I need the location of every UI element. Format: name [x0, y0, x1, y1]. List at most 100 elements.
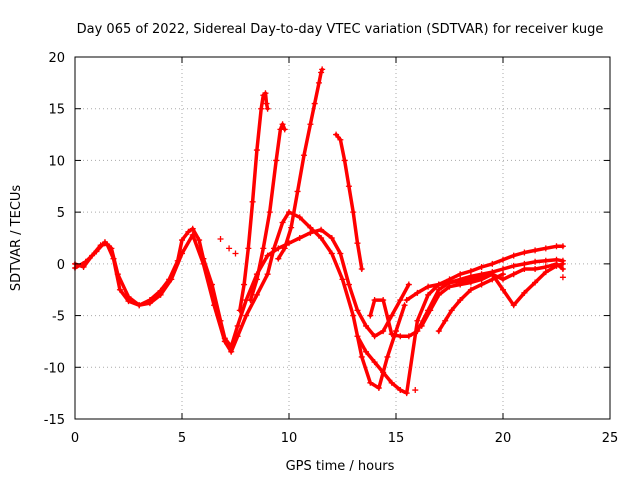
data-point [371, 333, 378, 340]
x-axis-label: GPS time / hours [286, 459, 395, 474]
data-point [200, 260, 207, 267]
data-point [245, 245, 252, 252]
y-tick-label: 0 [57, 258, 65, 273]
data-point [397, 387, 404, 394]
data-point [380, 369, 387, 376]
data-point [403, 390, 410, 397]
data-point [279, 121, 286, 128]
series-line [437, 272, 505, 333]
data-point [457, 271, 464, 278]
data-point [337, 250, 344, 257]
series-line [355, 244, 565, 395]
data-point [253, 291, 260, 298]
data-point [350, 312, 357, 319]
data-point [82, 258, 89, 265]
chart-title: Day 065 of 2022, Sidereal Day-to-day VTE… [77, 22, 604, 37]
data-point [294, 188, 301, 195]
data-point [345, 281, 352, 288]
data-point [286, 209, 292, 216]
data-point [388, 331, 395, 338]
x-tick-label: 25 [602, 431, 619, 446]
data-point [307, 224, 314, 231]
data-point [375, 384, 382, 391]
y-tick-label: 20 [48, 51, 65, 66]
data-point [354, 240, 361, 247]
data-point [478, 276, 485, 283]
data-point [397, 297, 404, 304]
data-point [403, 297, 410, 304]
data-point [243, 312, 250, 319]
series-track-B [72, 209, 408, 391]
data-point [427, 307, 434, 314]
data-point [542, 257, 549, 264]
data-point [412, 387, 419, 394]
series-track-G [435, 271, 506, 335]
data-point [397, 333, 404, 340]
data-point [500, 266, 506, 273]
data-point [311, 100, 318, 107]
data-point [425, 283, 432, 290]
data-point [249, 198, 256, 205]
data-point [279, 219, 286, 226]
data-point [258, 105, 265, 112]
data-point [93, 248, 100, 255]
y-tick-label: -5 [52, 310, 65, 325]
data-point [125, 293, 132, 300]
data-point [380, 328, 387, 335]
data-point [521, 249, 528, 256]
data-point [510, 271, 517, 278]
x-tick-label: 20 [495, 431, 512, 446]
data-point [296, 214, 303, 221]
data-point [388, 312, 395, 319]
data-point [234, 333, 241, 340]
data-point [315, 79, 322, 86]
series-track-F [418, 260, 566, 329]
data-point [559, 274, 566, 281]
x-tick-label: 10 [281, 431, 298, 446]
data-point [211, 302, 218, 309]
data-point [532, 266, 539, 273]
data-point [281, 126, 288, 133]
data-point [196, 237, 203, 244]
y-tick-label: -15 [44, 413, 65, 428]
data-point [542, 263, 549, 270]
data-point [388, 379, 395, 386]
data-point [435, 291, 442, 298]
data-point [136, 302, 143, 309]
data-point [489, 276, 496, 283]
data-point [414, 289, 421, 296]
data-point [260, 245, 267, 252]
data-point [253, 147, 260, 154]
data-point [247, 297, 254, 304]
data-point [500, 276, 506, 283]
data-point [217, 236, 224, 243]
data-point [319, 66, 326, 73]
data-point [553, 262, 560, 269]
data-point [179, 250, 185, 257]
data-point [380, 297, 387, 304]
data-point [350, 209, 357, 216]
data-point [363, 322, 370, 329]
data-point [358, 353, 365, 360]
data-point [446, 283, 453, 290]
data-point [271, 245, 278, 252]
data-point [354, 307, 361, 314]
y-tick-label: 5 [57, 206, 65, 221]
data-point [478, 263, 485, 270]
data-point [478, 281, 485, 288]
data-point [146, 300, 153, 307]
data-point [264, 271, 271, 278]
data-point [405, 281, 412, 288]
data-point [358, 266, 365, 273]
data-point [418, 322, 425, 329]
series-line [238, 91, 270, 313]
data-point [367, 312, 374, 319]
data-point [253, 276, 260, 283]
data-point [275, 255, 282, 262]
data-points [72, 66, 566, 397]
data-point [189, 231, 196, 238]
data-point [288, 224, 295, 231]
data-point [442, 317, 449, 324]
data-point [405, 333, 412, 340]
data-point [318, 69, 325, 76]
